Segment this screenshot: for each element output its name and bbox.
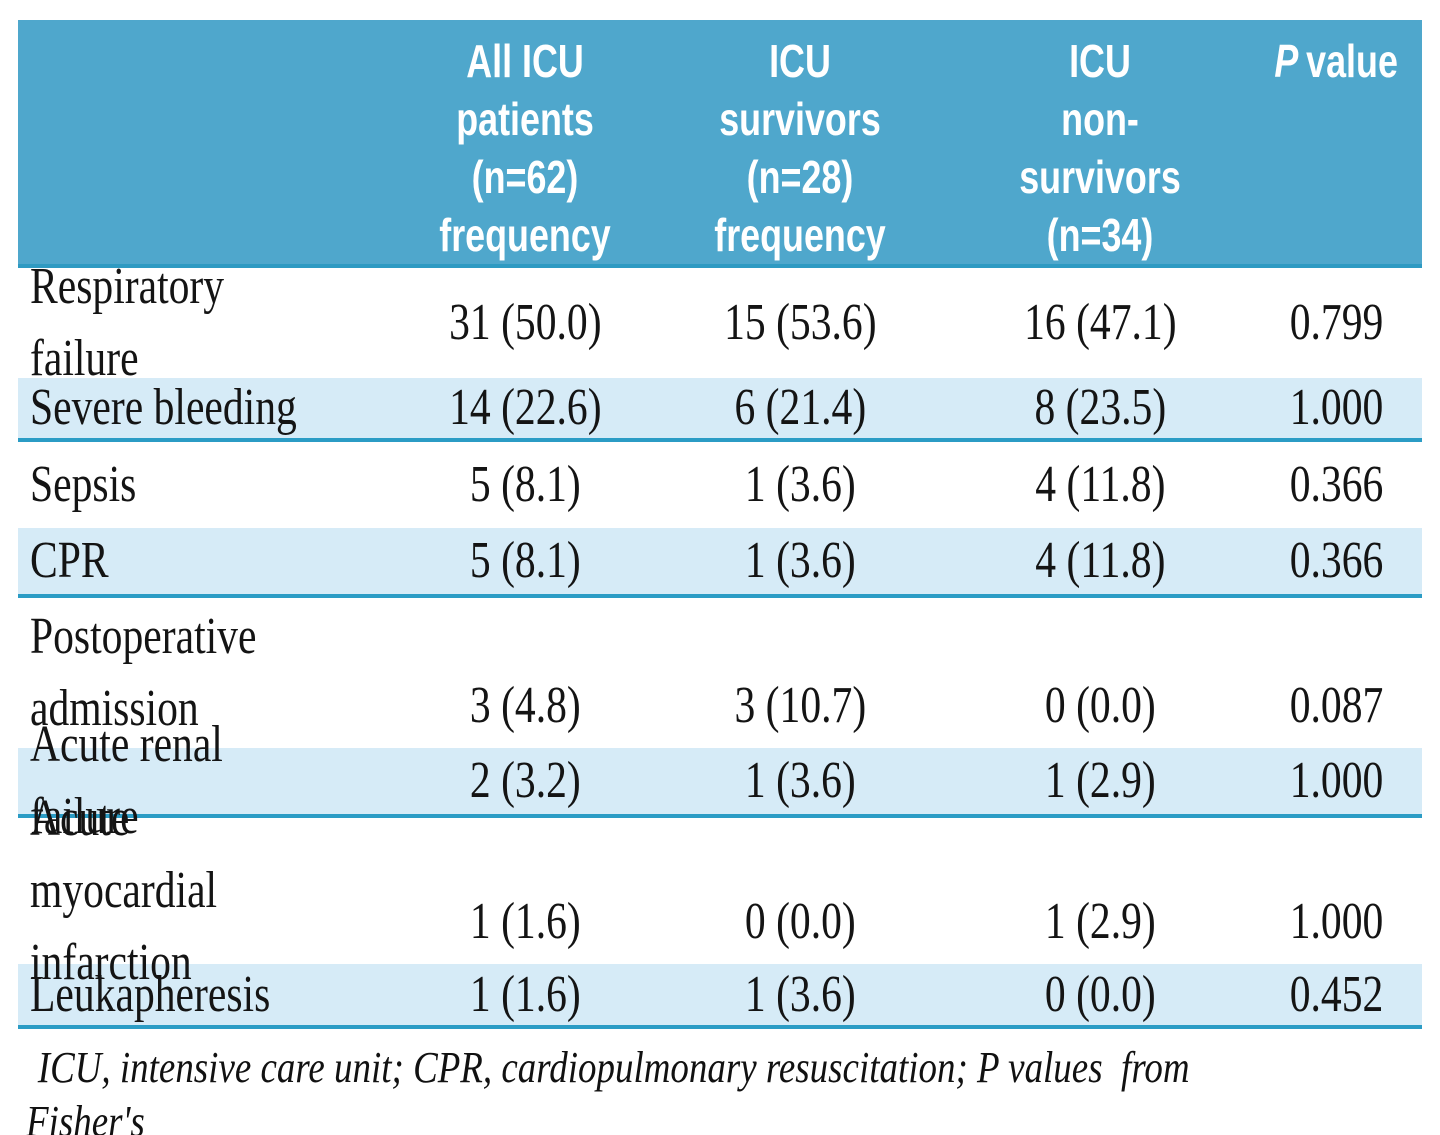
cell-non-survivors: 0 (0.0) xyxy=(1044,965,1156,1023)
table-row-respiratory-failure: Respiratory failure 31 (50.0) 15 (53.6) … xyxy=(18,258,1422,387)
header-cell-icu-survivors: ICU survivors (n=28) frequency (%) xyxy=(714,35,886,319)
cell-p-value: 0.366 xyxy=(1289,456,1383,513)
row-label: Postoperative admission xyxy=(30,608,257,737)
table-row-leukapheresis: Leukapheresis 1 (1.6) 1 (3.6) 0 (0.0) 0.… xyxy=(18,964,1422,1029)
cell-p-value: 1.000 xyxy=(1289,893,1383,950)
cell-p-value: 0.452 xyxy=(1289,965,1383,1023)
table-footnote: ICU, intensive care unit; CPR, cardiopul… xyxy=(26,1043,1190,1135)
cell-survivors: 3 (10.7) xyxy=(734,677,866,734)
cell-all-icu: 31 (50.0) xyxy=(448,294,602,351)
row-label: Respiratory failure xyxy=(30,258,225,387)
table-row-acute-renal-failure: Acute renal failure 2 (3.2) 1 (3.6) 1 (2… xyxy=(18,716,1422,845)
cell-p-value: 1.000 xyxy=(1289,379,1383,436)
cell-all-icu: 3 (4.8) xyxy=(469,677,581,734)
cell-non-survivors: 1 (2.9) xyxy=(1044,752,1156,809)
cell-p-value: 0.087 xyxy=(1289,677,1383,734)
cell-all-icu: 1 (1.6) xyxy=(469,893,581,950)
table-row-acute-myocardial-infarction: Acute myocardial infarction 1 (1.6) 0 (0… xyxy=(18,790,1422,991)
cell-all-icu: 2 (3.2) xyxy=(469,752,581,809)
cell-survivors: 1 (3.6) xyxy=(744,456,856,513)
header-cell-icu-non-survivors: ICU non-survivors (n=34) frequency (%) xyxy=(1014,35,1186,377)
cell-survivors: 1 (3.6) xyxy=(744,965,856,1023)
row-label: Leukapheresis xyxy=(30,965,271,1023)
header-cell-reason xyxy=(18,20,400,90)
cell-survivors: 6 (21.4) xyxy=(734,379,866,436)
cell-all-icu: 5 (8.1) xyxy=(469,532,581,589)
cell-survivors: 15 (53.6) xyxy=(723,294,877,351)
cell-survivors: 1 (3.6) xyxy=(744,532,856,589)
data-table: All ICU patients (n=62) frequency (%) IC… xyxy=(18,20,1422,1135)
header-cell-all-icu-patients: All ICU patients (n=62) frequency (%) xyxy=(439,35,611,319)
row-label: Acute myocardial infarction xyxy=(30,790,218,991)
cell-all-icu: 14 (22.6) xyxy=(448,379,602,436)
table-row-cpr: CPR 5 (8.1) 1 (3.6) 4 (11.8) 0.366 xyxy=(18,528,1422,598)
cell-non-survivors: 0 (0.0) xyxy=(1044,677,1156,734)
table-row-postoperative-admission: Postoperative admission 3 (4.8) 3 (10.7)… xyxy=(18,598,1422,748)
cell-survivors: 1 (3.6) xyxy=(744,752,856,809)
table-row-severe-bleeding: Severe bleeding 14 (22.6) 6 (21.4) 8 (23… xyxy=(18,378,1422,442)
cell-non-survivors: 8 (23.5) xyxy=(1034,379,1166,436)
row-label: Acute renal failure xyxy=(30,716,223,845)
row-label: CPR xyxy=(30,532,109,589)
table-row-sepsis: Sepsis 5 (8.1) 1 (3.6) 4 (11.8) 0.366 xyxy=(18,442,1422,528)
row-label: Sepsis xyxy=(30,456,137,513)
p-value-word: value xyxy=(1305,35,1398,87)
cell-non-survivors: 16 (47.1) xyxy=(1023,294,1177,351)
table-header-row: All ICU patients (n=62) frequency (%) IC… xyxy=(18,20,1422,377)
cell-non-survivors: 1 (2.9) xyxy=(1044,893,1156,950)
cell-non-survivors: 4 (11.8) xyxy=(1034,456,1166,513)
cell-p-value: 0.799 xyxy=(1289,294,1383,351)
row-label: Severe bleeding xyxy=(30,379,297,436)
cell-p-value: 1.000 xyxy=(1289,752,1383,809)
cell-all-icu: 1 (1.6) xyxy=(469,965,581,1023)
cell-all-icu: 5 (8.1) xyxy=(469,456,581,513)
cell-survivors: 0 (0.0) xyxy=(744,893,856,950)
cell-p-value: 0.366 xyxy=(1289,532,1383,589)
p-value-symbol: P xyxy=(1274,35,1299,87)
cell-non-survivors: 4 (11.8) xyxy=(1034,532,1166,589)
